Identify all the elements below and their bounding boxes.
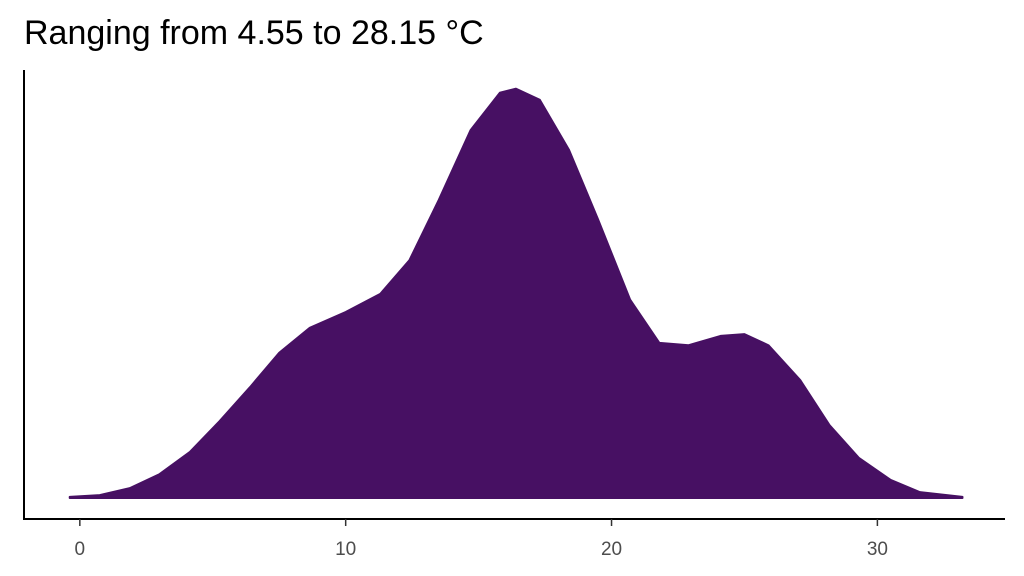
- x-tick-label: 30: [867, 539, 888, 560]
- x-tick-label: 20: [601, 539, 622, 560]
- chart-title: Ranging from 4.55 to 28.15 °C: [24, 14, 484, 52]
- x-tick-label: 10: [335, 539, 356, 560]
- density-area: [68, 87, 964, 500]
- x-tick-label: 0: [75, 539, 86, 560]
